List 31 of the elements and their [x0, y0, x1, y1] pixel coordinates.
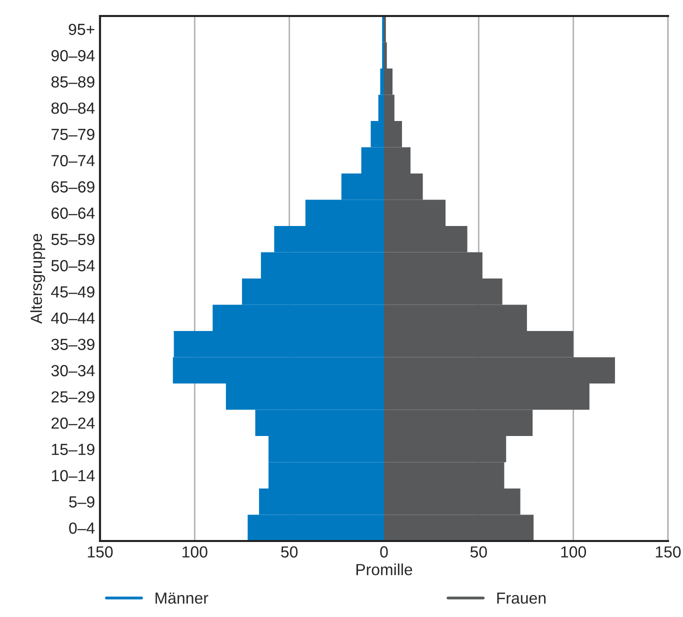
- x-tick-label: 100: [182, 546, 208, 558]
- y-tick-label: 25–29: [52, 391, 94, 403]
- y-tick-label: 15–19: [52, 444, 94, 456]
- y-tick-label: 30–34: [51, 365, 95, 376]
- y-tick-label: 35–39: [51, 338, 94, 350]
- y-tick-label: 85–89: [51, 76, 94, 88]
- x-tick-label: 150: [88, 546, 113, 558]
- y-tick-label: 80–84: [51, 102, 95, 114]
- y-tick-label: 10–14: [52, 470, 95, 482]
- x-tick-label: 150: [656, 546, 681, 558]
- y-tick-label: 90–94: [51, 50, 95, 62]
- y-tick-label: 5–9: [69, 496, 94, 508]
- y-tick-label: 20–24: [52, 418, 95, 429]
- x-tick-label: 0: [380, 546, 388, 558]
- y-tick-label: 40–44: [51, 312, 95, 324]
- y-tick-label: 95+: [68, 24, 94, 36]
- y-axis-title: Altersgruppe: [30, 234, 46, 324]
- y-tick-label: 65–69: [52, 181, 94, 193]
- x-tick-label: 50: [281, 546, 298, 558]
- legend-label: Männer: [156, 592, 208, 604]
- legend-label: Frauen: [497, 592, 546, 604]
- x-axis-title: Promille: [356, 564, 412, 576]
- x-tick-label: 50: [470, 546, 487, 558]
- y-tick-label: 55–59: [51, 234, 94, 246]
- y-tick-label: 0–4: [69, 522, 95, 534]
- x-tick-label: 100: [561, 546, 586, 558]
- y-tick-label: 45–49: [51, 286, 94, 298]
- y-tick-label: 70–74: [52, 155, 95, 166]
- y-tick-label: 50–54: [51, 260, 95, 272]
- y-tick-label: 75–79: [52, 128, 94, 140]
- y-tick-label: 60–64: [52, 208, 95, 219]
